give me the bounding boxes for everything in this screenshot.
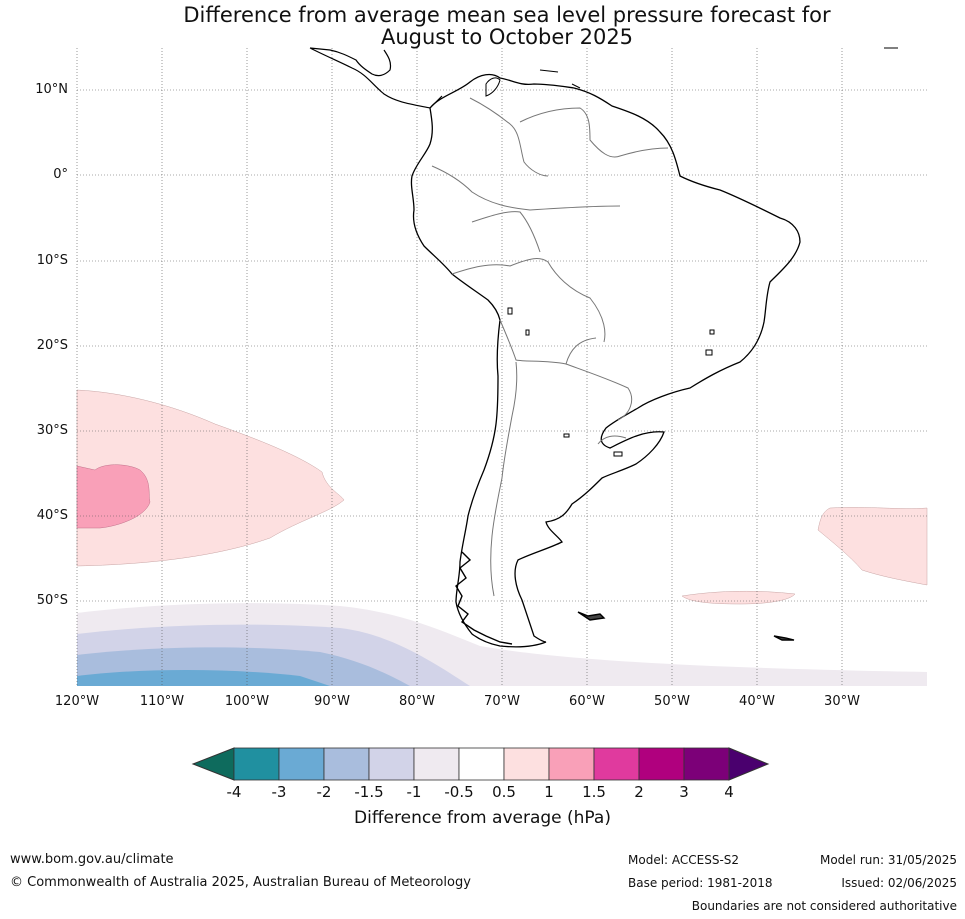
footer-copyright: © Commonwealth of Australia 2025, Austra… <box>10 875 471 890</box>
colorbar-segment <box>458 747 505 781</box>
colorbar-tick-label: -0.5 <box>444 783 474 801</box>
lon-label-50w: 50°W <box>654 694 690 709</box>
colorbar-extend-high <box>728 747 770 781</box>
map-panel <box>76 47 928 686</box>
anomaly-minus-2-band <box>77 670 330 686</box>
lon-label-30w: 30°W <box>824 694 860 709</box>
colorbar-tick-label: 1.5 <box>582 783 606 801</box>
footer-base-period: Base period: 1981-2018 <box>628 876 773 890</box>
colorbar-segment <box>323 747 370 781</box>
central-america-coastline <box>309 47 443 109</box>
anomaly-plus-0-5-south-atlantic <box>681 590 796 605</box>
colorbar-segment <box>683 747 730 781</box>
colorbar-tick-label: 1 <box>544 783 554 801</box>
colorbar-tick-label: -4 <box>226 783 242 801</box>
colorbar-segment <box>368 747 415 781</box>
colorbar-tick-label: 2 <box>634 783 644 801</box>
colorbar-segment <box>413 747 460 781</box>
title-line-2: August to October 2025 <box>380 25 634 49</box>
lon-label-120w: 120°W <box>54 694 100 709</box>
footer-model-run: Model run: 31/05/2025 <box>819 853 957 867</box>
lon-label-80w: 80°W <box>399 694 435 709</box>
map-title: Difference from average mean sea level p… <box>0 4 965 48</box>
colorbar-segment <box>503 747 550 781</box>
title-line-1: Difference from average mean sea level p… <box>183 3 831 27</box>
lakes <box>507 307 715 457</box>
colorbar-segment <box>278 747 325 781</box>
anomaly-plus-0-5-pacific <box>76 389 345 567</box>
colorbar-segments <box>191 747 770 781</box>
colorbar-tick-label: -2 <box>316 783 332 801</box>
lon-label-40w: 40°W <box>739 694 775 709</box>
anomaly-plus-0-5-atlantic <box>817 507 928 586</box>
colorbar-tick-label: 4 <box>724 783 734 801</box>
footer-url[interactable]: www.bom.gov.au/climate <box>10 852 174 867</box>
colorbar-segment <box>593 747 640 781</box>
colorbar-tick-label: 3 <box>679 783 689 801</box>
colorbar-title: Difference from average (hPa) <box>354 808 611 828</box>
lat-label-40s: 40°S <box>36 508 68 523</box>
colorbar-segment <box>638 747 685 781</box>
footer-issued: Issued: 02/06/2025 <box>841 876 957 890</box>
colorbar-tick-label: -1.5 <box>354 783 384 801</box>
lon-label-90w: 90°W <box>314 694 350 709</box>
colorbar-extend-low <box>191 747 235 781</box>
gridlines <box>76 48 927 686</box>
lon-label-60w: 60°W <box>569 694 605 709</box>
colorbar-tick-label: 0.5 <box>492 783 516 801</box>
lat-label-20s: 20°S <box>36 338 68 353</box>
south-america-coastline <box>410 73 801 648</box>
lat-label-50s: 50°S <box>36 593 68 608</box>
lat-label-30s: 30°S <box>36 423 68 438</box>
colorbar-segment <box>233 747 280 781</box>
colorbar-segment <box>548 747 595 781</box>
lat-label-10n: 10°N <box>35 82 68 97</box>
lat-label-10s: 10°S <box>36 253 68 268</box>
colorbar <box>191 747 770 781</box>
colorbar-tick-label: -3 <box>271 783 287 801</box>
colorbar-tick-label: -1 <box>406 783 422 801</box>
country-borders <box>431 97 669 597</box>
fjord-islands <box>455 551 795 645</box>
caribbean-islands <box>485 47 898 97</box>
footer-disclaimer: Boundaries are not considered authoritat… <box>691 899 957 913</box>
lon-label-110w: 110°W <box>139 694 185 709</box>
footer-model: Model: ACCESS-S2 <box>628 853 740 867</box>
lat-label-0: 0° <box>53 167 68 182</box>
anomaly-plus-1-pacific <box>76 464 151 529</box>
lon-label-70w: 70°W <box>484 694 520 709</box>
lon-label-100w: 100°W <box>224 694 270 709</box>
